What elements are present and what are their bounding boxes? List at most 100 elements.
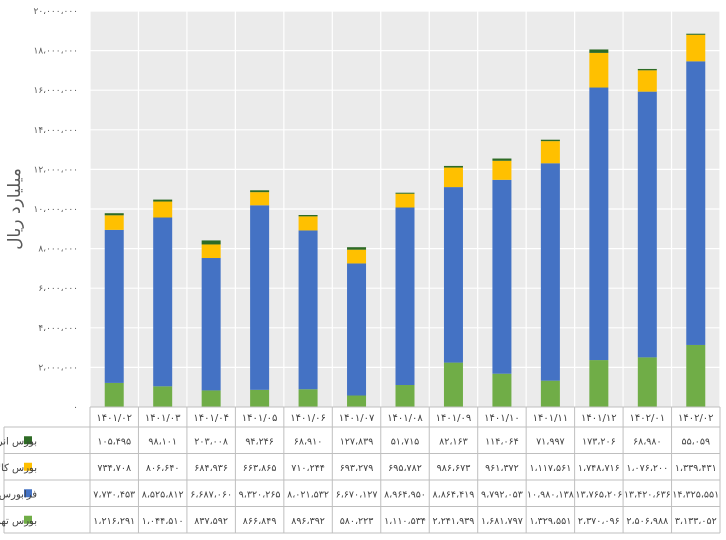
- y-tick-label: ۱۶،۰۰۰،۰۰۰: [34, 86, 78, 96]
- data-table-cell: ۱،۰۴۴،۵۱۰: [142, 516, 184, 527]
- data-table-cell: ۹۴،۲۴۶: [245, 436, 274, 447]
- x-category-label: ۱۴۰۱/۰۲: [96, 413, 132, 424]
- data-table-cell: ۹،۳۲۰،۲۶۵: [239, 489, 281, 500]
- series-name: بورس تهران: [0, 516, 37, 527]
- series-name: فرابورس ایران: [0, 489, 37, 500]
- bar-segment: [298, 230, 318, 390]
- data-table-cell: ۲،۲۴۱،۹۳۹: [433, 516, 475, 527]
- bar-segment: [443, 362, 463, 407]
- data-table-cell: ۱،۶۸۱،۷۹۷: [481, 516, 523, 527]
- bar-segment: [201, 390, 221, 407]
- legend-swatch: [24, 462, 32, 471]
- y-tick-label: ۴،۰۰۰،۰۰۰: [38, 324, 78, 334]
- x-category-label: ۱۴۰۱/۱۰: [484, 413, 520, 424]
- data-table-cell: ۱۲۷،۸۳۹: [340, 436, 374, 447]
- data-table-cell: ۹۸،۱۰۱: [148, 436, 177, 447]
- bar-segment: [153, 386, 173, 407]
- y-axis-ticks: ۰ ۲،۰۰۰،۰۰۰ ۴،۰۰۰،۰۰۰ ۶،۰۰۰،۰۰۰ ۸،۰۰۰،۰۰۰ ۱۰،…: [34, 7, 78, 413]
- x-category-label: ۱۴۰۱/۰۳: [145, 413, 181, 424]
- bar-segment: [153, 217, 173, 387]
- x-category-label: ۱۴۰۱/۰۶: [290, 413, 326, 424]
- legend-swatch: [24, 436, 32, 445]
- bar-segment: [443, 167, 463, 188]
- data-table-cell: ۶۹۳،۲۷۹: [340, 463, 374, 474]
- bar-segment: [298, 216, 318, 231]
- bar-segment: [686, 344, 706, 407]
- data-table-cell: ۷۳۴،۷۰۸: [97, 463, 131, 474]
- data-table-cell: ۶۸،۹۸۰: [633, 436, 662, 447]
- x-category-label: ۱۴۰۱/۱۱: [533, 413, 569, 424]
- data-table-cell: ۳،۱۳۳،۰۵۲: [675, 516, 717, 527]
- data-table-cell: ۸،۵۲۵،۸۱۲: [142, 489, 184, 500]
- data-table-cell: ۷۱۰،۲۴۴: [291, 463, 325, 474]
- bar-segment: [540, 163, 560, 381]
- data-table-cell: ۹۸۶،۶۷۳: [437, 463, 471, 474]
- data-table-cell: ۱۴،۳۲۵،۵۵۱: [672, 489, 719, 500]
- data-table-cell: ۸،۸۶۴،۴۱۹: [433, 489, 475, 500]
- data-table-cell: ۱،۰۷۶،۲۰۰: [626, 463, 668, 474]
- bar-segment: [492, 179, 512, 374]
- data-table-cell: ۷،۷۳۰،۴۵۳: [93, 489, 135, 500]
- data-table-cell: ۱۷۳،۲۰۶: [582, 436, 616, 447]
- bar-segment: [250, 205, 270, 390]
- data-table-cell: ۷۱،۹۹۷: [536, 436, 565, 447]
- bar-segment: [104, 382, 124, 407]
- data-table-cell: ۱،۱۱۰،۵۳۴: [384, 516, 426, 527]
- y-tick-label: ۱۸،۰۰۰،۰۰۰: [34, 47, 78, 57]
- bar-segment: [201, 258, 221, 391]
- data-table-cell: ۱،۱۱۷،۵۶۱: [529, 463, 571, 474]
- bar-segment: [589, 52, 609, 88]
- data-table-cell: ۶،۶۷۰،۱۲۷: [336, 489, 378, 500]
- bar-segment: [589, 87, 609, 361]
- data-table-cell: ۸۳۷،۵۹۲: [194, 516, 228, 527]
- data-table-cell: ۹۶۱،۳۷۲: [485, 463, 519, 474]
- x-category-label: ۱۴۰۱/۰۵: [242, 413, 278, 424]
- data-table-cell: ۱۰۵،۴۹۵: [97, 436, 131, 447]
- bar-segment: [395, 385, 415, 407]
- y-axis-label: میلیارد ریال: [5, 168, 25, 250]
- data-table-cell: ۸،۰۲۱،۵۳۲: [287, 489, 329, 500]
- data-table-cell: ۲۰۳،۰۰۸: [194, 436, 228, 447]
- bar-segment: [250, 192, 270, 206]
- bar-segment: [637, 70, 657, 92]
- data-table-cell: ۱،۷۴۸،۷۱۶: [578, 463, 620, 474]
- legend-swatch: [24, 489, 32, 498]
- data-table-cell: ۱۱۴،۰۶۴: [485, 436, 519, 447]
- bar-segment: [201, 244, 221, 259]
- bar-segment: [589, 49, 609, 53]
- data-table-cell: ۲،۵۰۶،۹۸۸: [626, 516, 668, 527]
- bar-segment: [250, 389, 270, 407]
- data-table-cell: ۶،۶۸۷،۰۶۰: [190, 489, 232, 500]
- data-table-cell: ۶۶۳،۸۶۵: [243, 463, 277, 474]
- data-table-cell: ۱۳،۴۲۰،۶۳۶: [624, 489, 671, 500]
- bar-segment: [686, 61, 706, 345]
- bar-segment: [492, 373, 512, 407]
- data-table-cell: ۱۰،۹۸۰،۱۳۸: [527, 489, 574, 500]
- bar-segment: [589, 360, 609, 407]
- data-table-cell: ۶۸،۹۱۰: [294, 436, 323, 447]
- y-tick-label: ۰: [73, 403, 78, 413]
- bar-segment: [443, 165, 463, 168]
- data-table-cell: ۱،۳۳۹،۴۳۱: [675, 463, 717, 474]
- bar-segment: [347, 263, 367, 396]
- bar-segment: [395, 192, 415, 194]
- series-name: بورس کالا: [0, 463, 37, 474]
- bar-segment: [637, 91, 657, 358]
- bar-segment: [298, 389, 318, 407]
- data-table-cell: ۲،۳۷۰،۰۹۶: [578, 516, 620, 527]
- data-table-cell: ۶۸۴،۹۳۶: [194, 463, 228, 474]
- bars: [104, 33, 706, 407]
- data-table-cell: ۵۵،۰۵۹: [681, 436, 710, 447]
- bar-segment: [395, 193, 415, 208]
- bar-segment: [347, 247, 367, 250]
- data-table-cell: ۹،۷۹۲،۰۵۳: [481, 489, 523, 500]
- bar-segment: [492, 158, 512, 161]
- bar-segment: [637, 357, 657, 407]
- x-category-label: ۱۴۰۲/۰۲: [678, 413, 714, 424]
- bar-segment: [395, 207, 415, 386]
- bar-segment: [250, 190, 270, 193]
- bar-segment: [153, 199, 173, 202]
- legend-swatch: [24, 515, 32, 524]
- x-category-label: ۱۴۰۱/۰۷: [339, 413, 375, 424]
